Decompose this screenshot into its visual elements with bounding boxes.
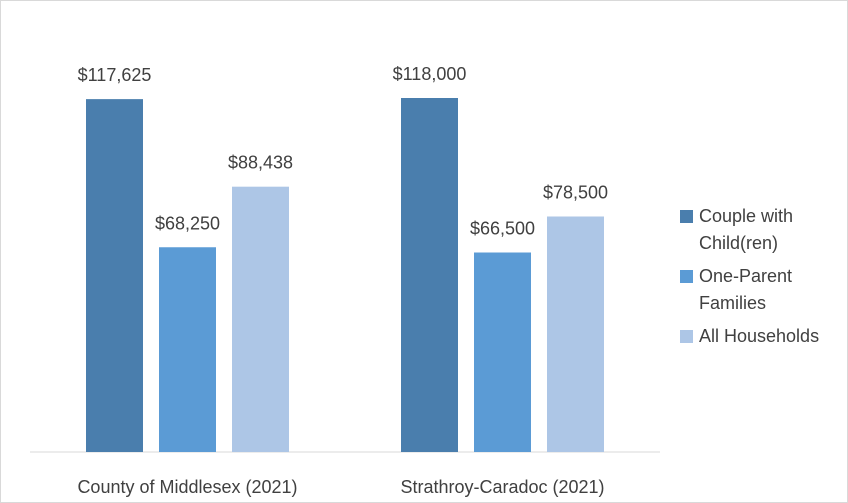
legend-swatch	[680, 270, 693, 283]
data-label: $88,438	[228, 153, 293, 173]
bar	[159, 247, 216, 452]
bar	[232, 186, 289, 452]
x-tick-label: County of Middlesex (2021)	[77, 477, 297, 497]
data-label: $66,500	[470, 219, 535, 239]
bar	[474, 252, 531, 452]
data-label: $118,000	[393, 64, 467, 84]
legend-label: One-Parent Families	[699, 266, 793, 313]
bar	[547, 216, 604, 452]
legend: Couple with Child(ren) One-Parent Familie…	[680, 203, 846, 356]
data-label: $68,250	[155, 213, 220, 233]
legend-item: All Households	[680, 323, 846, 350]
data-label: $78,500	[543, 183, 608, 203]
data-label: $117,625	[78, 65, 152, 85]
legend-label: All Households	[699, 326, 820, 346]
legend-swatch	[680, 210, 693, 223]
legend-label: Couple with Child(ren)	[699, 206, 794, 253]
legend-swatch	[680, 330, 693, 343]
bar	[86, 99, 143, 452]
legend-item: One-Parent Families	[680, 263, 846, 317]
legend-item: Couple with Child(ren)	[680, 203, 846, 257]
bar	[401, 98, 458, 452]
x-tick-label: Strathroy-Caradoc (2021)	[400, 477, 604, 497]
